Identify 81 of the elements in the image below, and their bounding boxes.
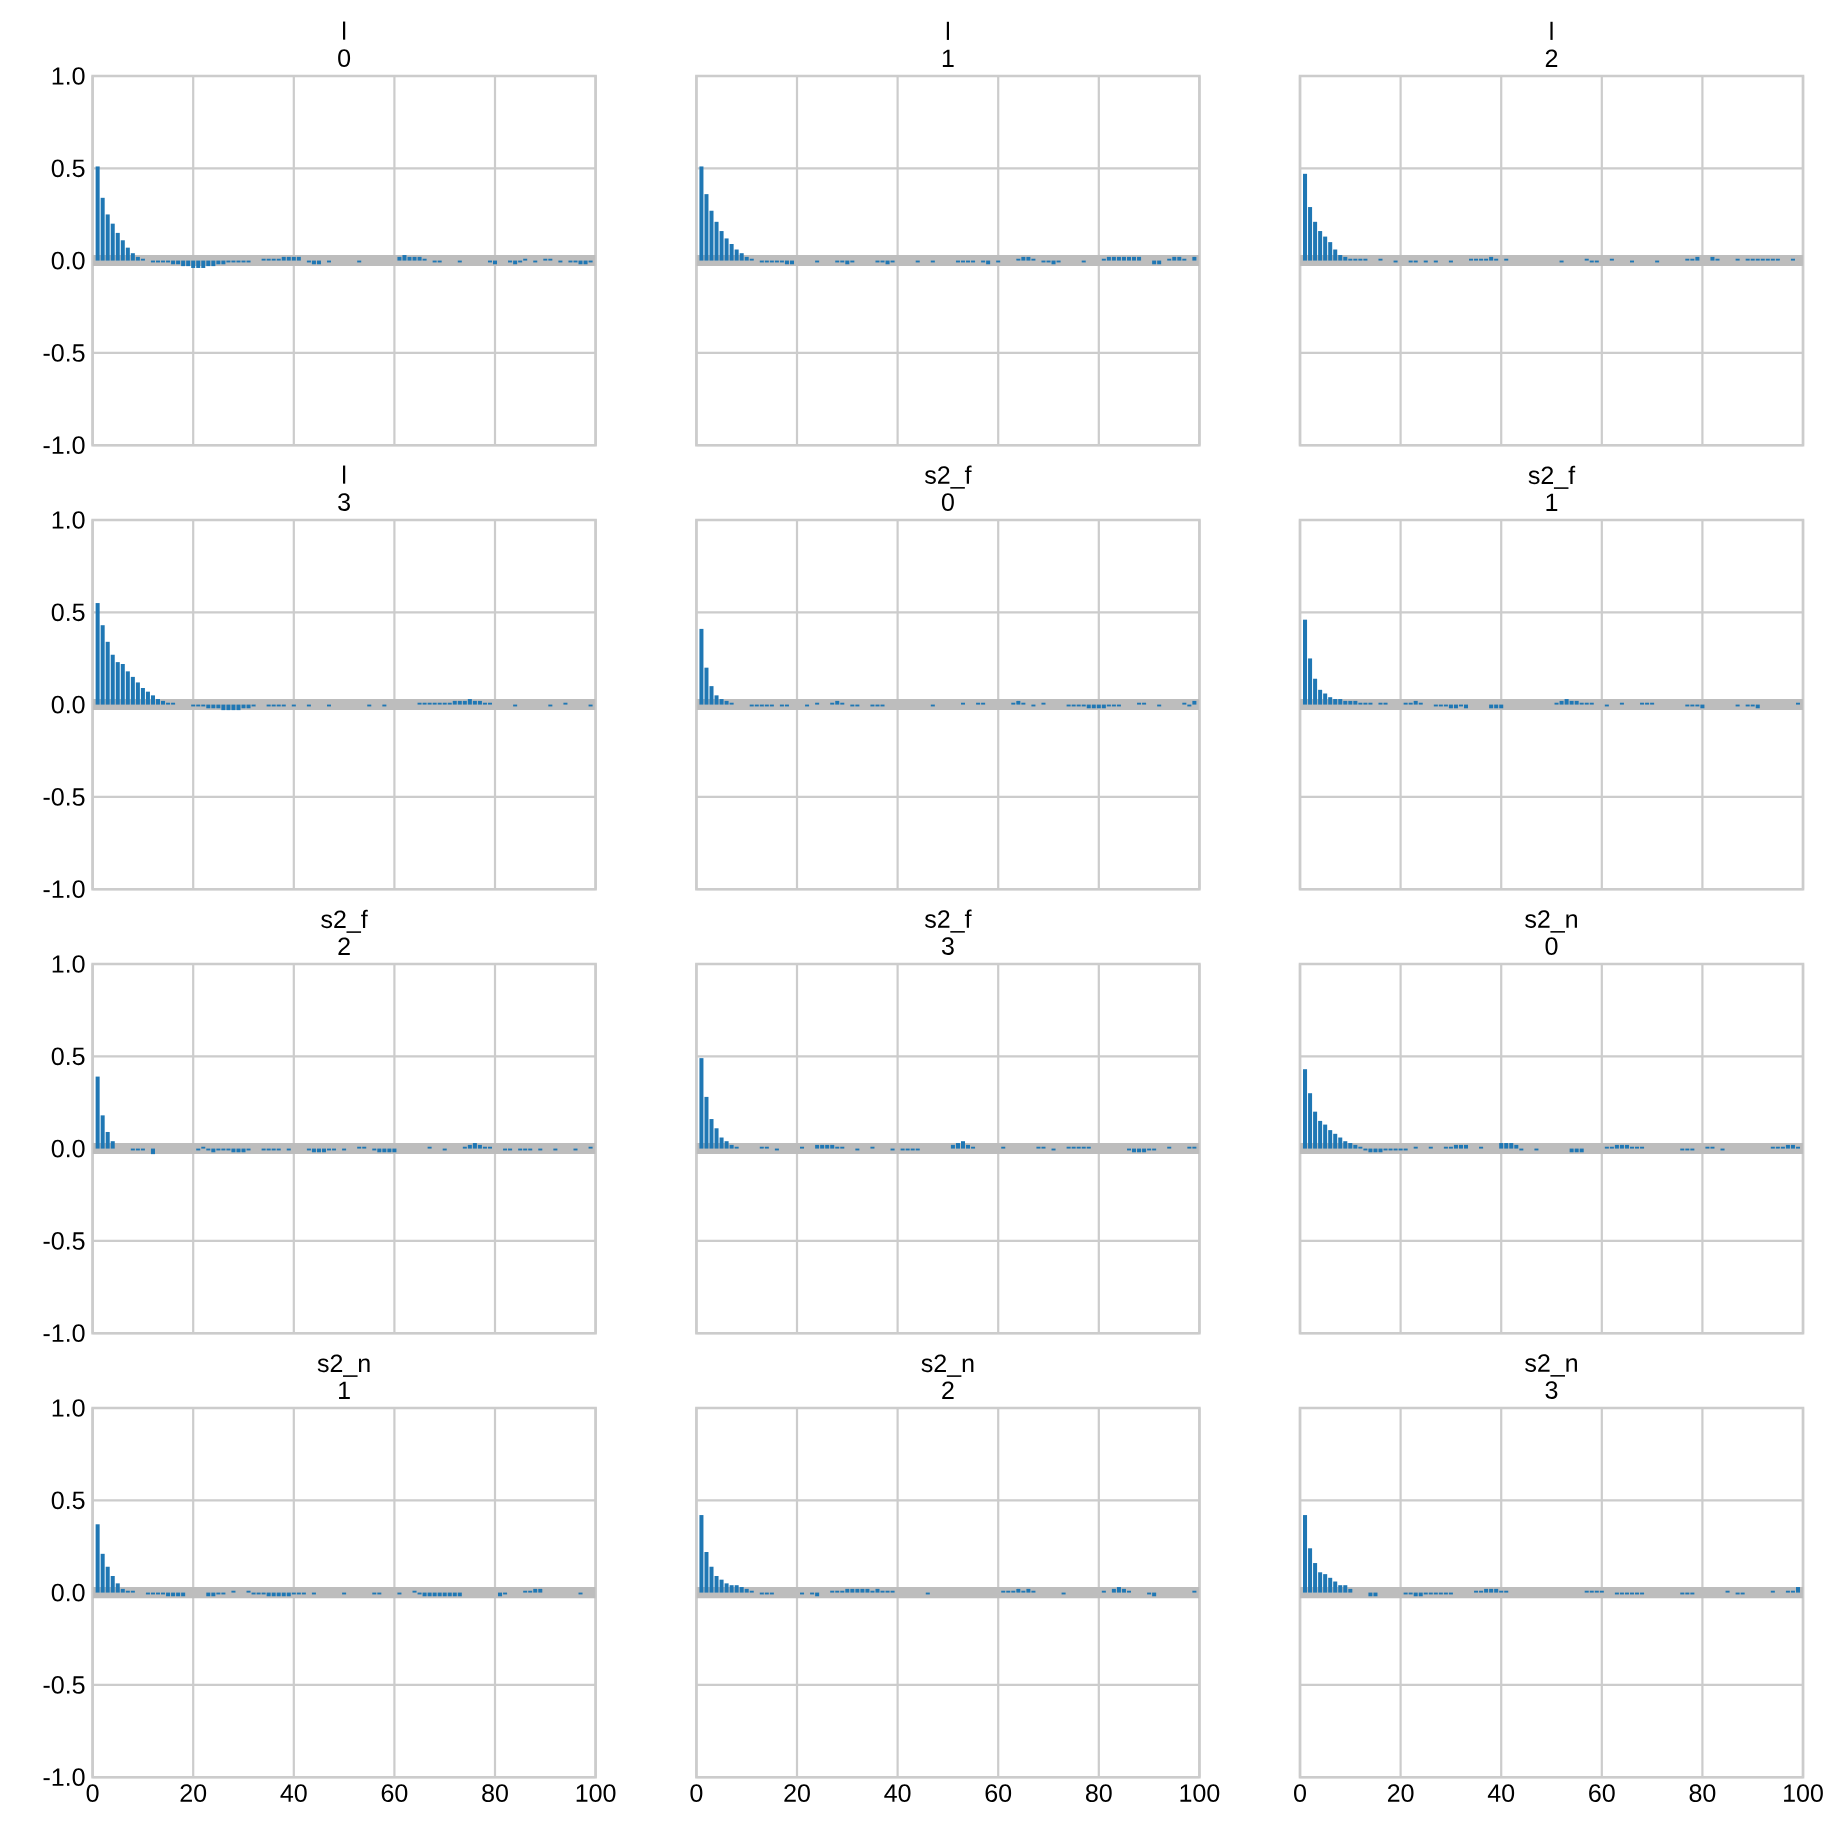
y-tick-label: 0.0	[51, 1583, 85, 1602]
bar	[397, 256, 402, 261]
bar	[1499, 1143, 1504, 1149]
chart-title: l	[946, 21, 950, 40]
chart-title: s2_n	[1525, 910, 1577, 933]
bar	[1192, 256, 1197, 261]
y-tick-label: 1.0	[52, 955, 85, 973]
x-tick-label: 80	[482, 1784, 508, 1802]
x-tick-label: 100	[576, 1784, 616, 1802]
chart-subtitle: 3	[941, 937, 954, 955]
chart-subtitle: 3	[338, 493, 350, 511]
bar	[1303, 619, 1308, 705]
y-tick-label: 0.5	[51, 159, 85, 178]
y-tick-label: 0.5	[51, 1047, 85, 1066]
x-tick-label: 20	[1387, 1784, 1414, 1802]
x-tick-label: 100	[1784, 1784, 1823, 1802]
chart-title: s2_n	[921, 1354, 974, 1377]
bar	[699, 628, 704, 705]
bar	[699, 1058, 704, 1149]
chart-title: l	[343, 21, 346, 40]
bar	[1303, 173, 1308, 261]
bar	[1795, 1587, 1800, 1593]
chart-subtitle: 3	[1545, 1381, 1558, 1399]
y-tick-label: -0.5	[43, 788, 85, 806]
y-tick-label: -1.0	[43, 1324, 85, 1343]
bar	[1192, 700, 1197, 705]
bar	[1303, 1069, 1308, 1149]
chart-subtitle: 0	[941, 493, 954, 511]
y-tick-label: 0.0	[51, 695, 85, 714]
y-tick-label: -0.5	[43, 1676, 85, 1694]
y-tick-label: -0.5	[43, 344, 85, 362]
bar	[699, 1515, 704, 1593]
x-tick-label: 40	[884, 1784, 911, 1802]
bar	[1303, 1515, 1308, 1593]
x-tick-label: 40	[1487, 1784, 1515, 1802]
y-tick-label: -1.0	[43, 436, 85, 455]
chart-subtitle: 0	[338, 49, 351, 67]
y-tick-label: 0.0	[51, 251, 85, 270]
chart-subtitle: 1	[1546, 493, 1558, 511]
x-tick-label: 60	[1589, 1784, 1615, 1802]
x-tick-label: 0	[1294, 1784, 1306, 1802]
x-tick-label: 0	[86, 1784, 99, 1802]
x-tick-label: 60	[381, 1784, 408, 1802]
y-tick-label: 0.0	[51, 1139, 85, 1158]
x-tick-label: 20	[784, 1784, 810, 1802]
bar	[296, 256, 301, 261]
chart-title: s2_n	[317, 1354, 370, 1377]
chart-subtitle: 2	[338, 937, 350, 955]
bar	[1463, 1144, 1469, 1149]
x-tick-label: 80	[1689, 1784, 1716, 1802]
bar	[155, 699, 161, 705]
x-tick-label: 40	[280, 1784, 307, 1802]
y-tick-label: 0.5	[51, 1491, 85, 1510]
chart-title: s2_f	[924, 909, 972, 933]
bar	[960, 1141, 966, 1149]
y-tick-label: 1.0	[52, 511, 85, 529]
y-tick-label: 1.0	[52, 67, 85, 85]
chart-title: s2_n	[1525, 1354, 1577, 1377]
bar	[699, 166, 704, 261]
chart-title: l	[343, 465, 346, 484]
y-tick-label: -1.0	[43, 880, 85, 899]
chart-title: s2_f	[1528, 465, 1576, 489]
chart-subtitle: 0	[1545, 937, 1558, 955]
chart-subtitle: 1	[942, 49, 954, 67]
x-tick-label: 80	[1086, 1784, 1112, 1802]
y-tick-label: 1.0	[52, 1399, 85, 1417]
chart-subtitle: 2	[942, 1381, 954, 1399]
y-tick-label: -1.0	[43, 1768, 85, 1787]
y-tick-label: -0.5	[43, 1232, 85, 1250]
chart-title: l	[1550, 21, 1553, 40]
chart-title: s2_f	[321, 909, 368, 933]
x-tick-label: 20	[180, 1784, 207, 1802]
bar	[150, 1148, 155, 1155]
x-tick-label: 100	[1180, 1784, 1220, 1802]
chart-subtitle: 1	[339, 1381, 350, 1399]
chart-subtitle: 2	[1545, 49, 1558, 67]
bar	[815, 1144, 820, 1149]
y-tick-label: 0.5	[51, 603, 85, 622]
chart-title: s2_f	[924, 465, 972, 489]
x-tick-label: 0	[690, 1784, 703, 1802]
x-tick-label: 60	[985, 1784, 1012, 1802]
